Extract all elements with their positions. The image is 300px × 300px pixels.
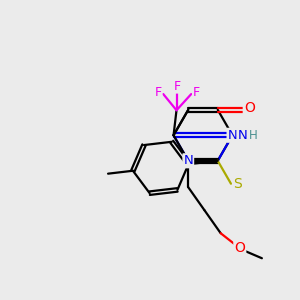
Text: O: O <box>234 241 245 255</box>
Text: H: H <box>249 129 257 142</box>
Text: S: S <box>233 177 242 191</box>
Text: F: F <box>154 86 161 99</box>
Text: N: N <box>183 154 193 167</box>
Text: F: F <box>193 86 200 99</box>
Text: N: N <box>228 129 237 142</box>
Text: N: N <box>238 129 248 142</box>
Text: F: F <box>173 80 181 93</box>
Text: O: O <box>244 101 255 115</box>
